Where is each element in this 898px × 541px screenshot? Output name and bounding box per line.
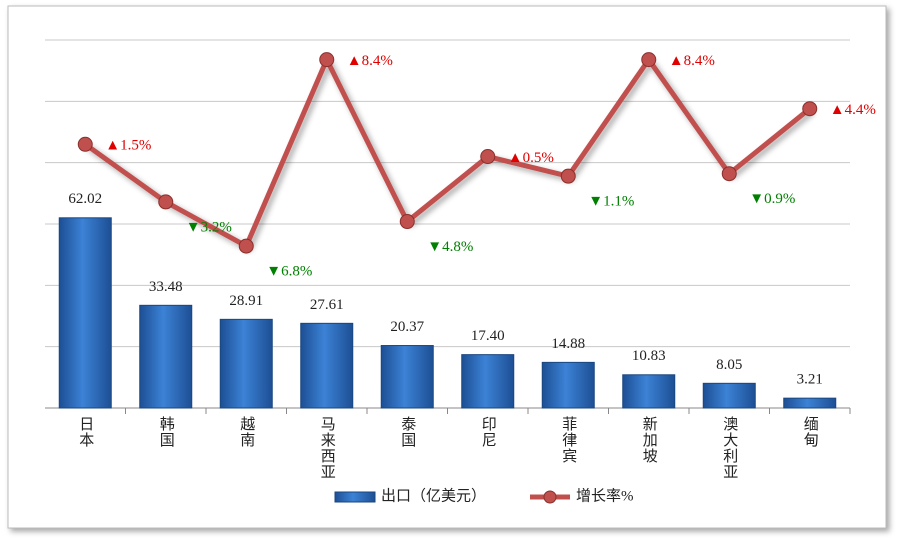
- x-tick-label: 澳大利亚: [721, 416, 738, 480]
- bar: [58, 217, 112, 409]
- x-tick-label: 越南: [238, 416, 255, 448]
- line-point: [77, 136, 93, 152]
- x-tick-label: 印尼: [480, 416, 497, 448]
- growth-label: ▼1.1%: [588, 194, 634, 210]
- bar: [300, 322, 354, 409]
- line-point: [802, 101, 818, 117]
- bar: [622, 374, 676, 409]
- growth-label: ▲4.4%: [830, 102, 876, 118]
- bar: [541, 361, 595, 409]
- growth-label: ▲8.4%: [347, 53, 393, 69]
- bar-value-label: 14.88: [551, 336, 585, 352]
- chart-frame: [7, 5, 887, 529]
- bar-value-label: 17.40: [471, 328, 505, 344]
- bar: [461, 354, 515, 409]
- bar-value-label: 20.37: [390, 319, 424, 335]
- line-point: [319, 52, 335, 68]
- x-tick-label: 韩国: [158, 416, 175, 448]
- growth-label: ▲0.5%: [508, 150, 554, 166]
- growth-label: ▼6.8%: [266, 264, 312, 280]
- bar-value-label: 33.48: [149, 279, 183, 295]
- bar-value-label: 3.21: [797, 372, 823, 388]
- x-tick-label: 菲律宾: [560, 416, 577, 464]
- bar-value-label: 62.02: [68, 191, 102, 207]
- growth-label: ▲1.5%: [105, 138, 151, 154]
- line-point: [238, 238, 254, 254]
- line-point: [560, 168, 576, 184]
- bar: [783, 397, 837, 409]
- growth-label: ▲8.4%: [669, 53, 715, 69]
- growth-label: ▼4.8%: [427, 239, 473, 255]
- growth-label: ▼3.2%: [186, 219, 232, 235]
- legend-swatch: [334, 491, 376, 503]
- bar-value-label: 28.91: [229, 293, 263, 309]
- growth-label: ▼0.9%: [749, 191, 795, 207]
- line: [83, 57, 812, 249]
- x-tick-label: 缅甸: [802, 416, 819, 448]
- line-point: [158, 194, 174, 210]
- legend-swatch: [543, 490, 557, 504]
- bar-value-label: 8.05: [716, 357, 742, 373]
- line-point: [721, 166, 737, 182]
- legend-label: 出口（亿美元）: [381, 487, 486, 504]
- bar: [702, 382, 756, 409]
- line-point: [641, 52, 657, 68]
- x-tick-label: 泰国: [399, 416, 416, 448]
- legend-label: 增长率%: [576, 487, 634, 504]
- bar-value-label: 27.61: [310, 297, 344, 313]
- line-point: [399, 214, 415, 230]
- x-tick-label: 马来西亚: [319, 416, 336, 480]
- bar: [380, 345, 434, 409]
- bar-value-label: 10.83: [632, 348, 666, 364]
- bar: [139, 304, 193, 409]
- x-tick-label: 日本: [77, 416, 94, 448]
- x-tick-label: 新加坡: [641, 416, 658, 464]
- bar: [219, 318, 273, 409]
- line-point: [480, 149, 496, 165]
